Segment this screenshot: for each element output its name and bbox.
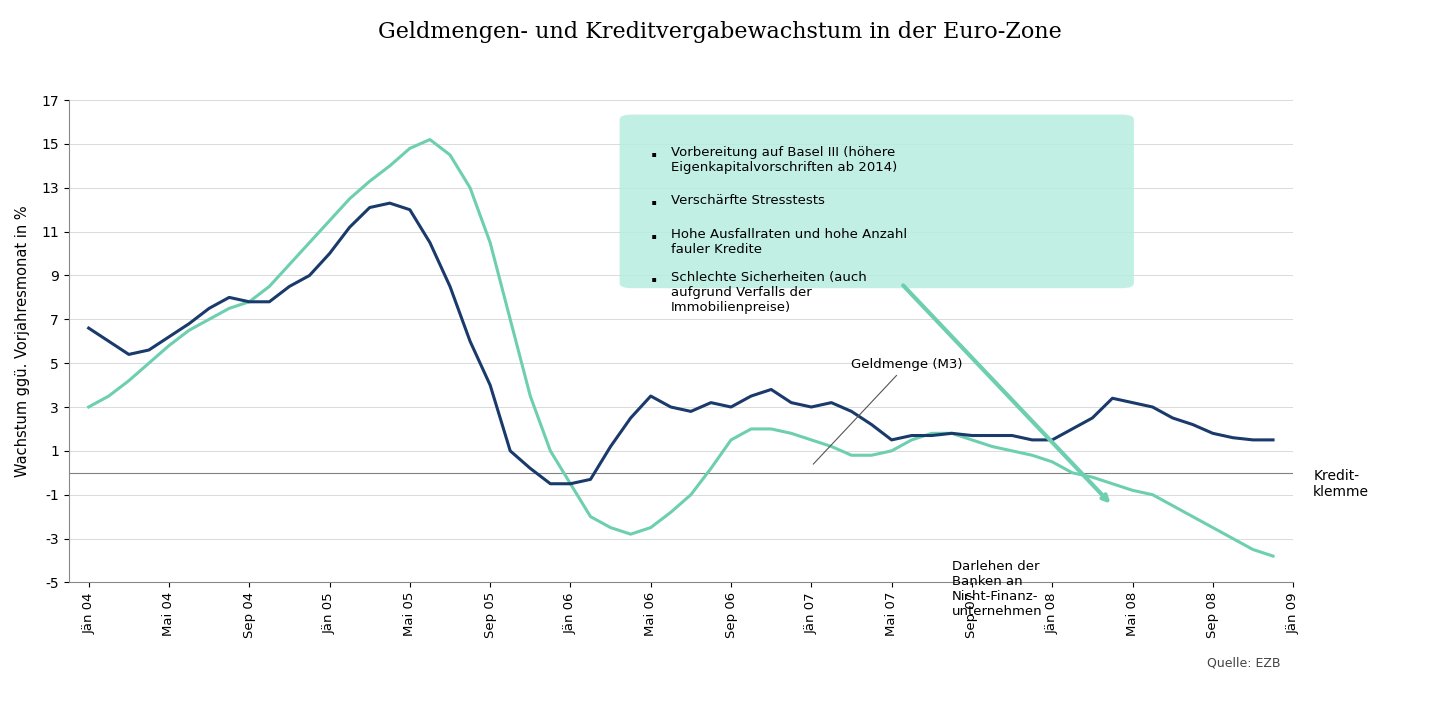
- Text: Geldmenge (M3): Geldmenge (M3): [814, 358, 963, 464]
- Text: Verschärfte Stresstests: Verschärfte Stresstests: [671, 194, 825, 207]
- FancyBboxPatch shape: [619, 114, 1133, 288]
- Text: ·: ·: [651, 271, 658, 291]
- Text: Hohe Ausfallraten und hohe Anzahl
fauler Kredite: Hohe Ausfallraten und hohe Anzahl fauler…: [671, 228, 907, 256]
- Text: ·: ·: [651, 194, 658, 214]
- Text: Vorbereitung auf Basel III (höhere
Eigenkapitalvorschriften ab 2014): Vorbereitung auf Basel III (höhere Eigen…: [671, 146, 897, 174]
- Text: Kredit-
klemme: Kredit- klemme: [1313, 469, 1369, 499]
- Text: Quelle: EZB: Quelle: EZB: [1207, 656, 1280, 670]
- Text: Geldmengen- und Kreditvergabewachstum in der Euro-Zone: Geldmengen- und Kreditvergabewachstum in…: [379, 21, 1061, 43]
- Text: ·: ·: [651, 146, 658, 166]
- Y-axis label: Wachstum ggü. Vorjahresmonat in %: Wachstum ggü. Vorjahresmonat in %: [14, 205, 30, 477]
- Text: ·: ·: [651, 228, 658, 248]
- Text: Darlehen der
Banken an
Nicht-Finanz-
unternehmen: Darlehen der Banken an Nicht-Finanz- unt…: [952, 560, 1043, 618]
- Text: Schlechte Sicherheiten (auch
aufgrund Verfalls der
Immobilienpreise): Schlechte Sicherheiten (auch aufgrund Ve…: [671, 271, 867, 315]
